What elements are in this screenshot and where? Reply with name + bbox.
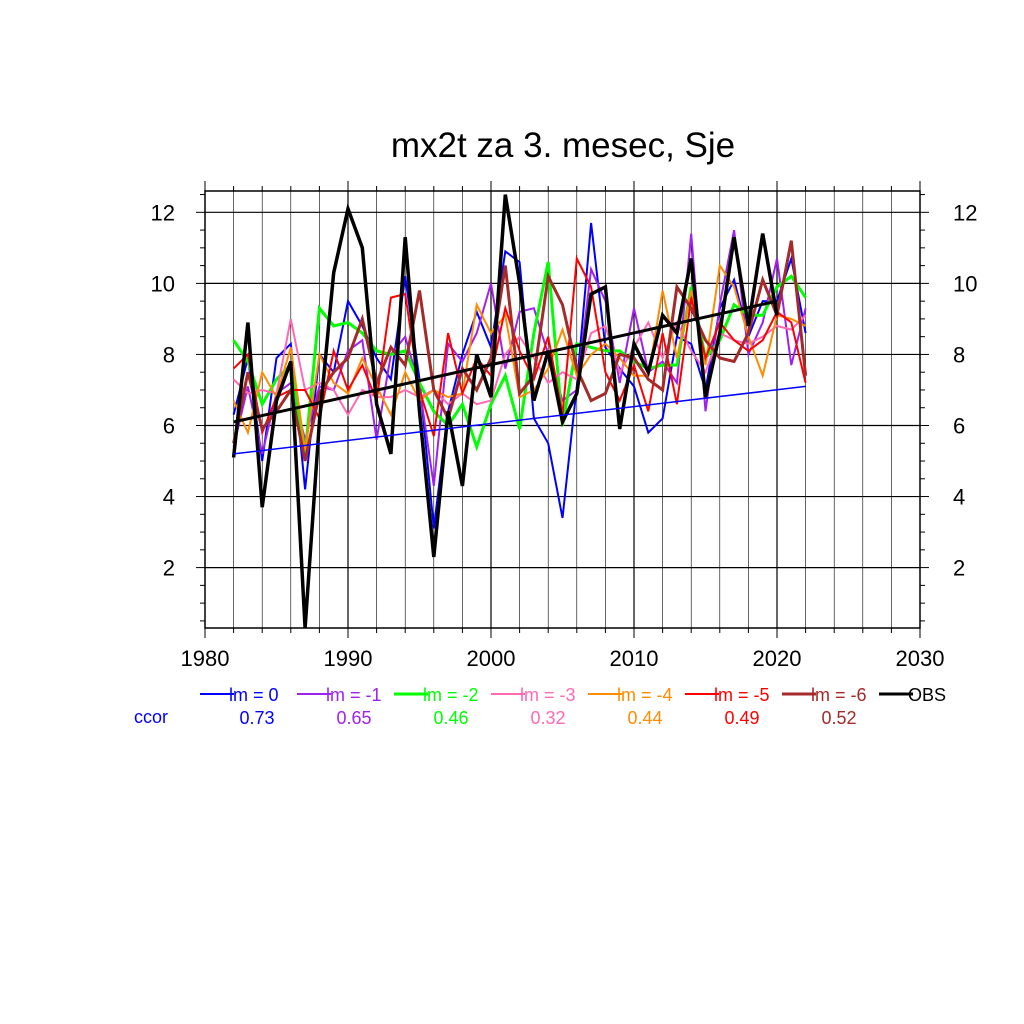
y-tick-label-left: 12 (151, 200, 175, 225)
y-tick-label-left: 10 (151, 271, 175, 296)
x-tick-label: 1980 (181, 646, 230, 671)
ccor-label: ccor (134, 707, 168, 727)
ccor-value: 0.32 (530, 708, 565, 728)
x-tick-label: 1990 (324, 646, 373, 671)
y-tick-label-left: 6 (163, 413, 175, 438)
y-tick-label-left: 4 (163, 485, 175, 510)
legend-entry-label: lm = -5 (714, 685, 770, 705)
series-line (232, 222, 807, 529)
y-tick-label-left: 8 (163, 342, 175, 367)
series-line (231, 194, 779, 629)
series-line (232, 240, 808, 462)
series-lines (231, 194, 808, 629)
legend-entry-label: lm = -3 (520, 685, 576, 705)
trend-line (233, 299, 778, 424)
trend-line (233, 385, 806, 455)
x-tick-label: 2010 (610, 646, 659, 671)
ccor-value: 0.49 (724, 708, 759, 728)
ccor-value: 0.44 (627, 708, 662, 728)
x-tick-label: 2030 (896, 646, 945, 671)
y-tick-label-right: 12 (953, 200, 977, 225)
y-tick-label-right: 2 (953, 556, 965, 581)
y-tick-label-right: 10 (953, 271, 977, 296)
legend-entry-label: lm = -4 (617, 685, 673, 705)
y-tick-label-right: 8 (953, 342, 965, 367)
series-line (232, 314, 807, 417)
legend-entry-label: lm = -1 (326, 685, 382, 705)
legend-entry-label: lm = -6 (811, 685, 867, 705)
axes: 2 2 4 4 6 6 8 8 10 10 12 12 1980 1990 2000 2010 2020 2030 (151, 181, 977, 671)
plot-frame (204, 190, 921, 629)
y-tick-label-right: 4 (953, 485, 965, 510)
x-tick-label: 2020 (753, 646, 802, 671)
grid (205, 191, 920, 628)
x-tick-label: 2000 (467, 646, 516, 671)
legend-entry-label: lm = -2 (423, 685, 479, 705)
ccor-value: 0.46 (433, 708, 468, 728)
y-tick-label-right: 6 (953, 413, 965, 438)
y-tick-label-left: 2 (163, 556, 175, 581)
legend-entry-label: OBS (908, 685, 946, 705)
chart-title: mx2t za 3. mesec, Sje (391, 126, 735, 165)
legend: ccor lm = 0 0.73 lm = -1 0.65 lm = -2 0.46 lm … (134, 685, 946, 728)
ccor-value: 0.52 (821, 708, 856, 728)
legend-entry-label: lm = 0 (229, 685, 279, 705)
ccor-value: 0.65 (336, 708, 371, 728)
ccor-value: 0.73 (239, 708, 274, 728)
